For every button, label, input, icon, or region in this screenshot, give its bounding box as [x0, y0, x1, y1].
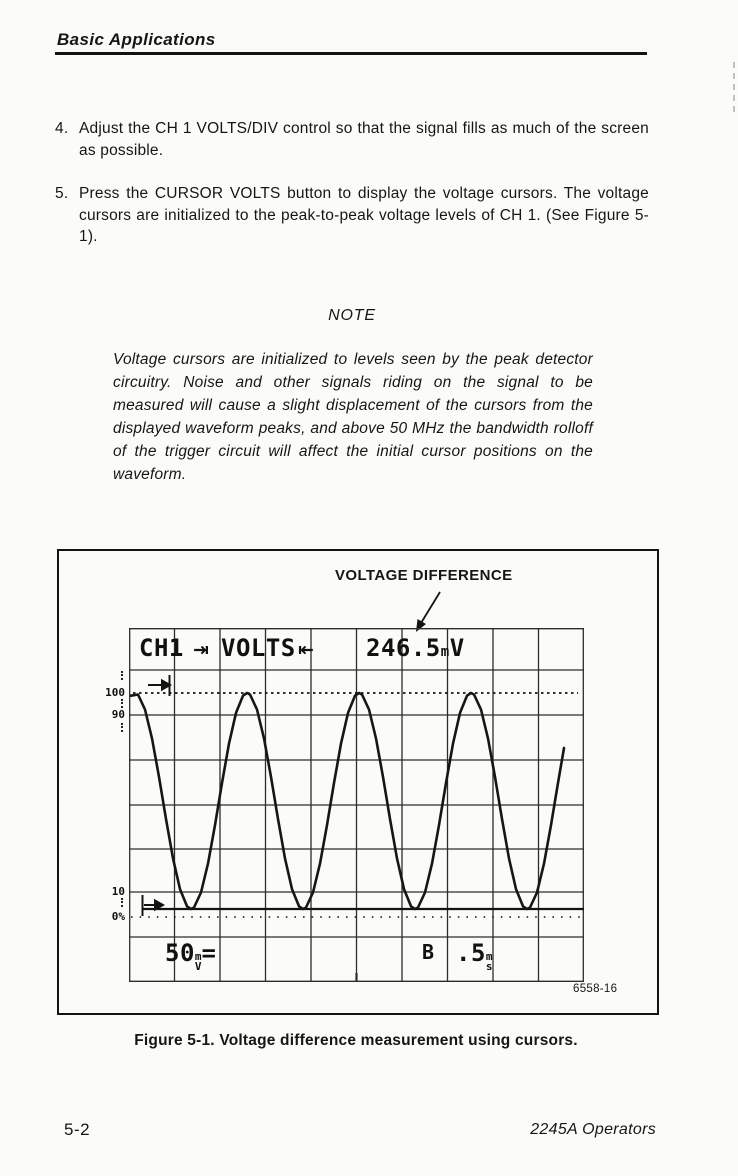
- step-text: Adjust the CH 1 VOLTS/DIV control so tha…: [79, 120, 649, 159]
- header-rule: [55, 52, 647, 55]
- readout-function: VOLTS: [221, 634, 296, 662]
- scale-label-0: 0%: [111, 910, 125, 923]
- scope-graticule-svg: [129, 628, 584, 982]
- footer-manual-title: 2245A Operators: [530, 1121, 656, 1138]
- cursor-indicator-top-icon: [148, 675, 173, 696]
- note-body: Voltage cursors are initialized to level…: [113, 351, 593, 483]
- scale-tick: [121, 699, 123, 708]
- readout-value-number: 246.5: [366, 634, 441, 662]
- coupling-symbol: =: [201, 939, 217, 967]
- scale-tick: [121, 898, 123, 907]
- readout-volts-div: 50 m V =: [165, 939, 216, 971]
- scope-display: CH1 ⇥ VOLTS ⇤ 246.5mV 50 m V = B .5 m s: [129, 628, 584, 982]
- figure-caption: Figure 5-1. Voltage difference measureme…: [134, 1032, 578, 1049]
- scale-label-90: 90: [111, 708, 125, 721]
- scale-tick: [121, 671, 123, 680]
- figure-frame: VOLTAGE DIFFERENCE: [57, 549, 659, 1015]
- cursor-marker-left-icon: ⇥: [193, 639, 209, 661]
- footer-page-number: 5-2: [64, 1120, 91, 1139]
- figure-part-number: 6558-16: [573, 983, 618, 995]
- scan-artifact-line: [733, 62, 735, 112]
- sweep-unit-base: s: [485, 959, 493, 973]
- sweep-unit-prefix: m: [485, 950, 493, 963]
- step-text: Press the CURSOR VOLTS button to display…: [79, 185, 649, 245]
- page-header-title: Basic Applications: [57, 30, 216, 49]
- scale-label-10: 10: [111, 885, 125, 898]
- note-heading: NOTE: [328, 307, 376, 324]
- readout-value-unit-prefix: m: [440, 644, 450, 660]
- readout-sweep: .5 m s: [456, 939, 493, 971]
- step-item-5: 5. Press the CURSOR VOLTS button to disp…: [55, 183, 649, 248]
- readout-value: 246.5mV: [366, 634, 465, 662]
- readout-trigger: B: [422, 940, 435, 964]
- volts-div-unit-base: V: [194, 959, 202, 973]
- figure-callout-label: VOLTAGE DIFFERENCE: [335, 567, 513, 584]
- graticule-grid: [129, 628, 584, 982]
- waveform-trace: [129, 691, 566, 911]
- step-item-4: 4. Adjust the CH 1 VOLTS/DIV control so …: [55, 118, 649, 161]
- step-number: 4.: [55, 120, 69, 137]
- scale-label-100: 100: [105, 686, 125, 699]
- volts-div-unit-prefix: m: [194, 950, 202, 963]
- scale-tick: [121, 723, 123, 732]
- readout-value-unit: V: [449, 634, 465, 662]
- sweep-number: .5: [456, 939, 486, 967]
- readout-channel: CH1: [139, 634, 184, 662]
- cursor-marker-right-icon: ⇤: [298, 639, 314, 661]
- volts-div-number: 50: [165, 939, 195, 967]
- step-number: 5.: [55, 185, 69, 202]
- cursor-indicator-bottom-icon: [141, 895, 166, 916]
